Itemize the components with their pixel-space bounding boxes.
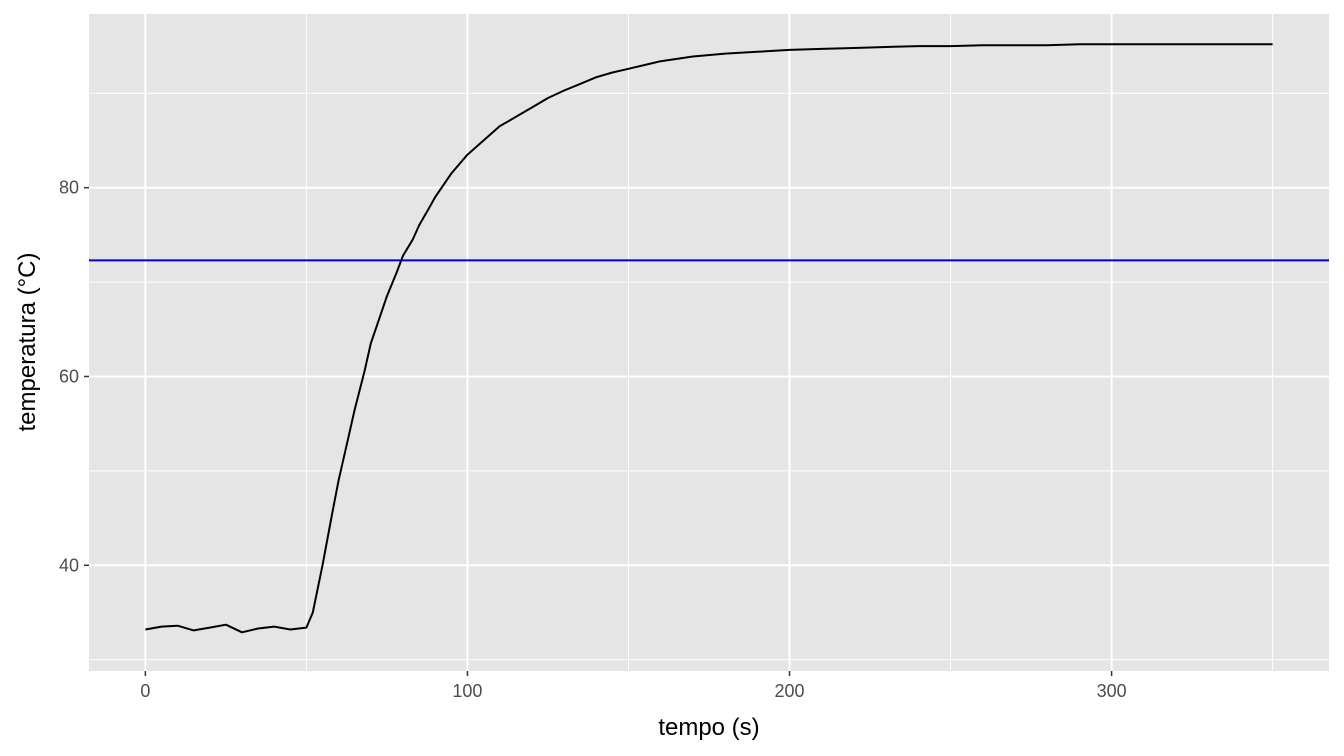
tick-labels: 0 100 200 300 40 60 80	[59, 178, 1127, 701]
y-axis-title: temperatura (°C)	[14, 253, 41, 432]
x-tick-label: 0	[140, 681, 150, 701]
y-tick-label: 40	[59, 555, 79, 575]
x-axis-title: tempo (s)	[658, 714, 759, 741]
plot-layer	[89, 43, 1329, 634]
y-tick-label: 60	[59, 366, 79, 386]
y-tick-label: 80	[59, 178, 79, 198]
x-tick-label: 300	[1097, 681, 1127, 701]
panel-background	[89, 14, 1329, 671]
series-line	[145, 43, 1273, 634]
axis-ticks	[84, 186, 1113, 676]
x-tick-label: 100	[452, 681, 482, 701]
grid-minor	[89, 14, 1329, 671]
grid-major	[89, 14, 1329, 671]
x-tick-label: 200	[774, 681, 804, 701]
